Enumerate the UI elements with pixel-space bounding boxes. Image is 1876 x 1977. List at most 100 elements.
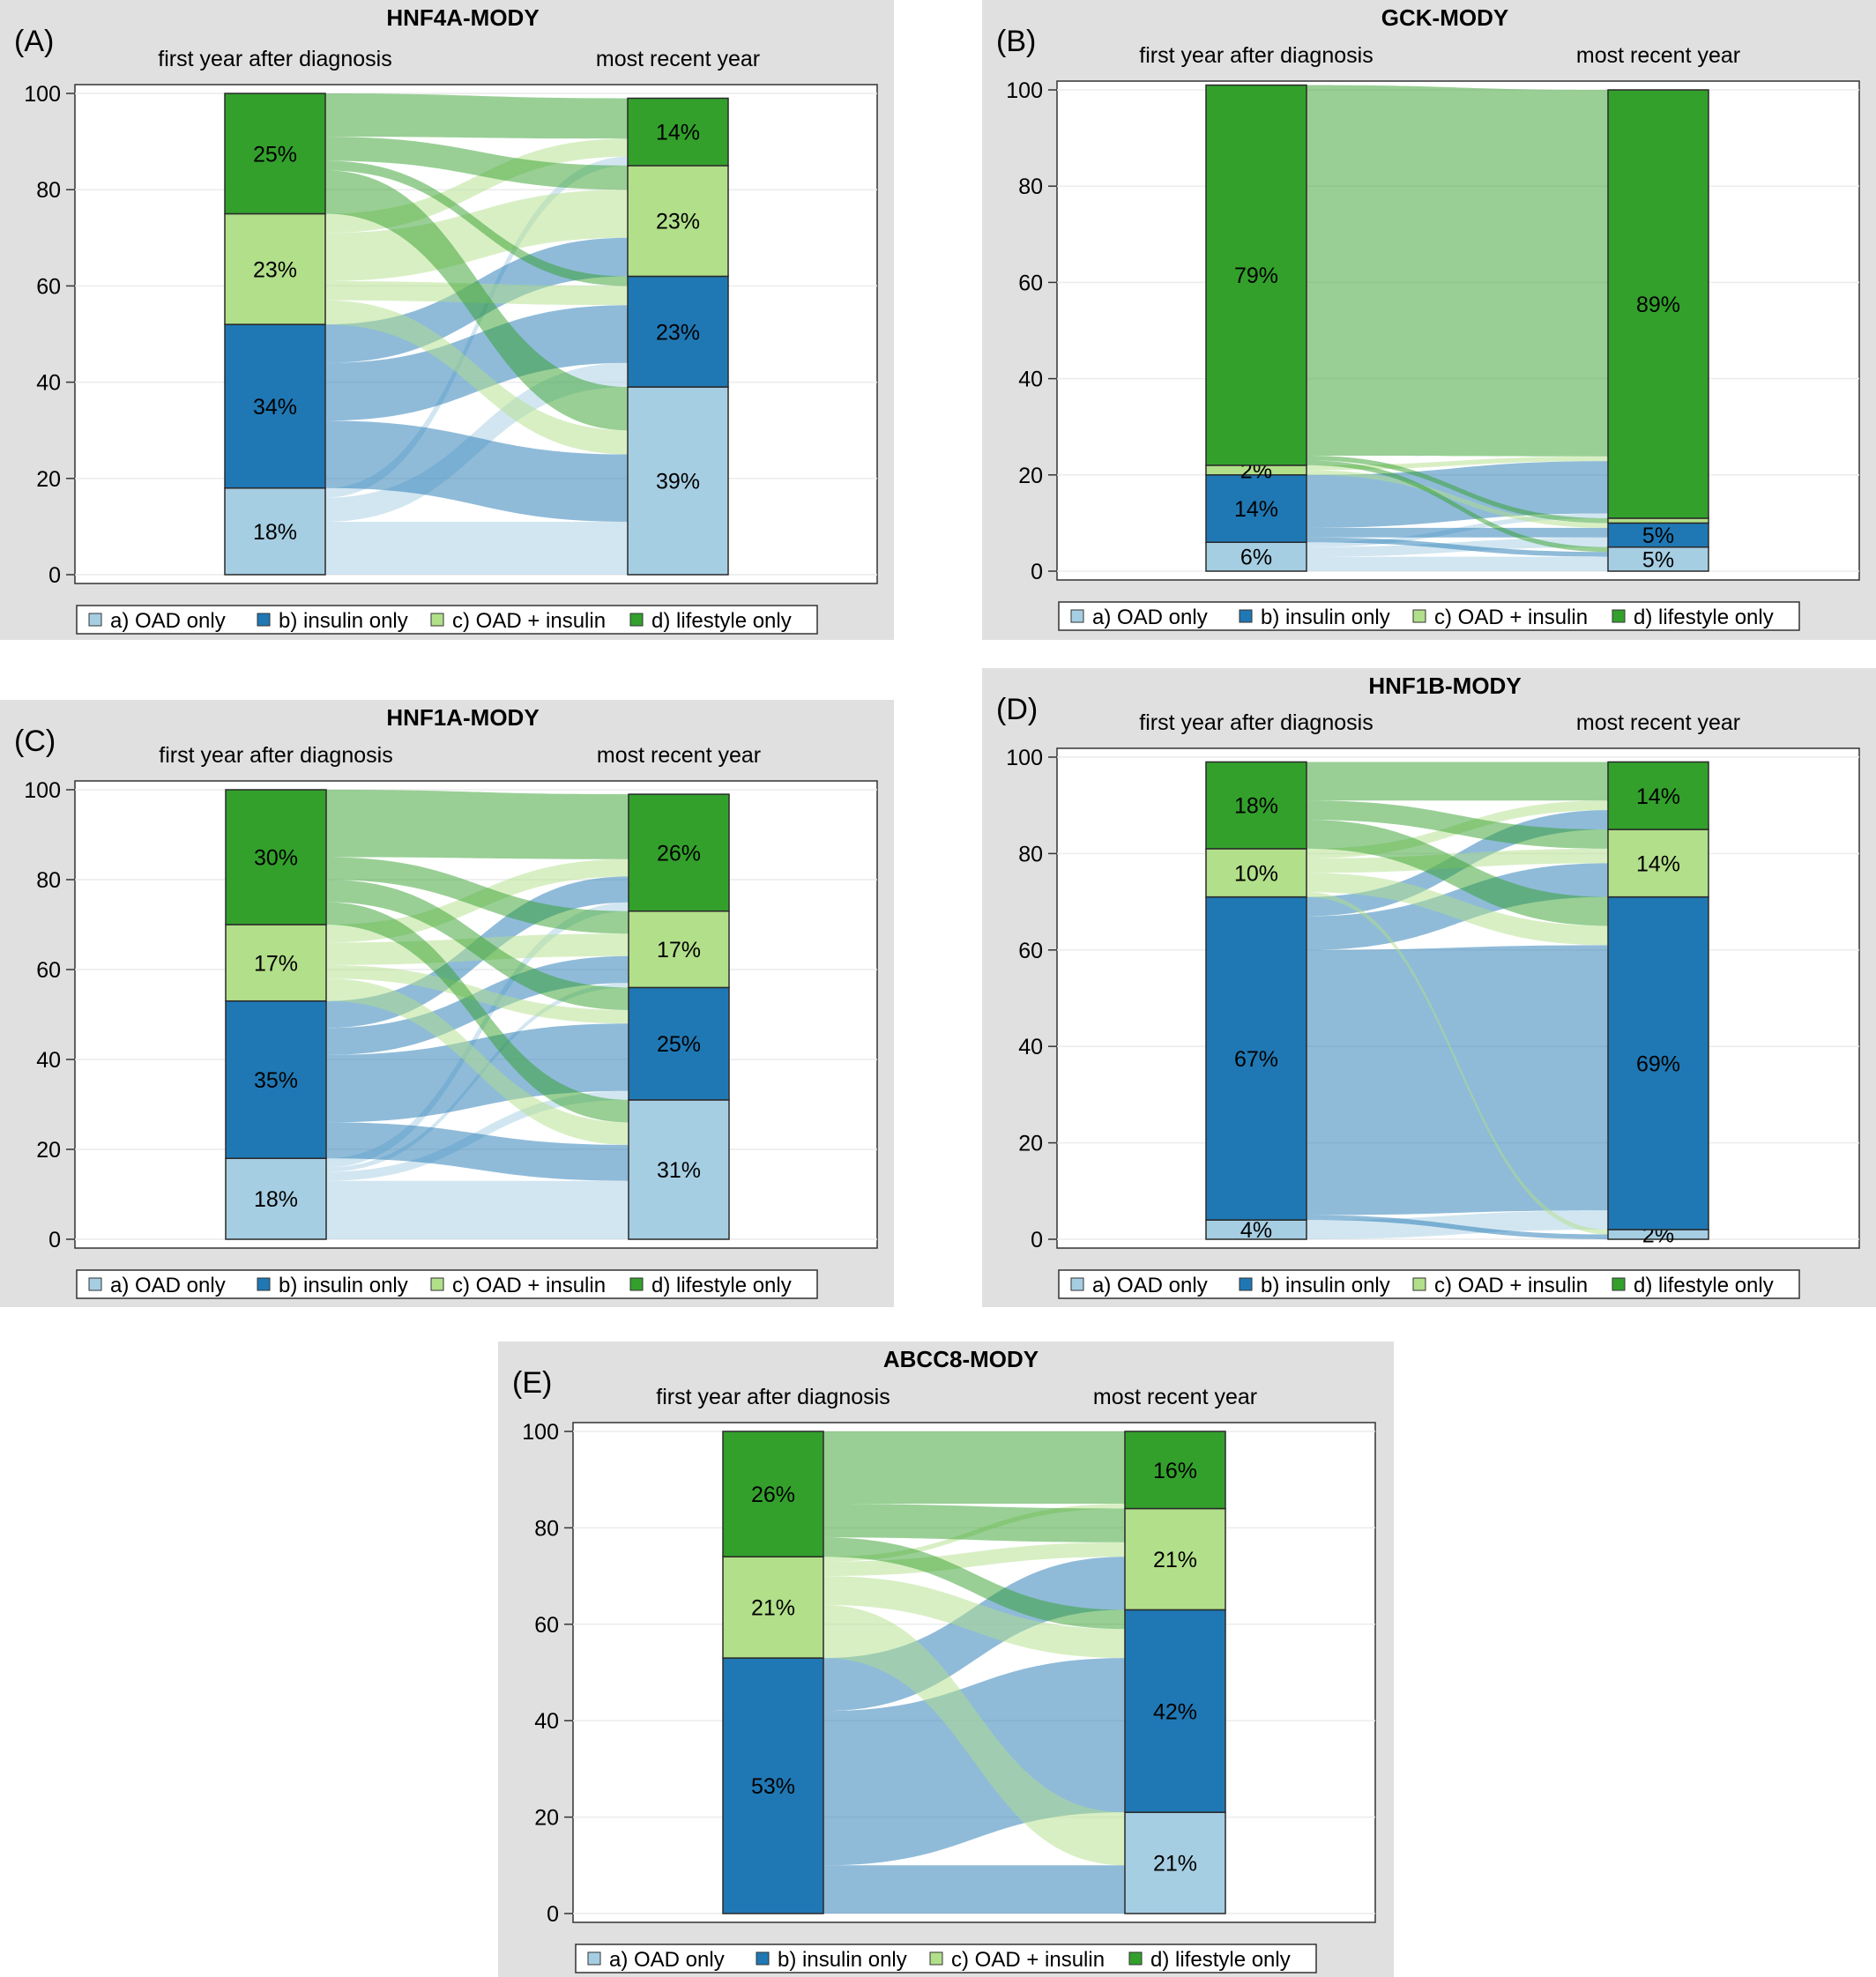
flow-lifestyle-to-oad-insulin [326,857,629,934]
legend-swatch-oad [1070,609,1084,623]
bar-recent-year-oad-insulin [627,165,729,278]
flow-insulin-to-insulin [1306,945,1608,1215]
legend-label-lifestyle: d) lifestyle only [1634,1274,1774,1297]
legend-swatch-lifestyle [1128,1951,1143,1966]
bar-first-year-oad [225,1157,327,1240]
flow-group [823,1431,1125,1914]
data-label: 4% [1240,1218,1272,1243]
data-label: 30% [254,846,298,871]
panel-label: (E) [512,1366,552,1400]
data-label: 25% [657,1032,701,1057]
data-label: 14% [1636,784,1680,809]
legend-swatch-oad-insulin [1412,1277,1426,1291]
legend-label-oad-insulin: c) OAD + insulin [452,609,606,633]
y-tick-label: 0 [1031,560,1043,584]
panel-label: (C) [14,725,56,758]
legend-box [1058,1269,1800,1299]
bar-first-year-insulin [1205,896,1307,1221]
legend-label-insulin: b) insulin only [279,609,408,633]
panel-label: (D) [996,693,1038,726]
flow-lifestyle-to-oad-insulin [325,137,628,190]
bar-recent-year-insulin [627,275,729,388]
legend-swatch-lifestyle [629,1277,644,1291]
legend-swatch-insulin [1239,609,1253,623]
panel-title: HNF1B-MODY [1368,673,1521,699]
bar-recent-year-oad [1607,546,1709,572]
legend-swatch-oad [88,1277,102,1291]
panel-c: (C) HNF1A-MODY first year after diagnosis m… [0,700,894,1307]
legend-label-oad: a) OAD only [1092,1274,1208,1297]
data-label: 14% [1234,497,1278,522]
legend-swatch-oad [1070,1277,1084,1291]
legend-swatch-lifestyle [1612,609,1626,623]
bar-first-year-oad [224,487,326,576]
flow-lifestyle-to-oad-insulin [823,1504,1125,1542]
y-tick-label: 20 [1018,464,1043,488]
legend-swatch-oad [88,613,102,627]
legend-swatch-lifestyle [1612,1277,1626,1291]
y-tick-label: 40 [1018,368,1043,392]
y-tick-label: 100 [24,778,61,803]
data-label: 18% [254,1187,298,1212]
flow-lifestyle-to-insulin [326,880,629,1010]
data-label: 21% [1153,1852,1197,1877]
flow-lifestyle-to-lifestyle [1306,85,1608,457]
bar-recent-year-lifestyle [627,97,729,167]
flow-oad-to-lifestyle [326,902,629,1168]
flow-oad-insulin-to-insulin [1306,873,1608,946]
data-label: 14% [656,121,700,145]
data-label: 26% [657,841,701,866]
y-tick-label: 60 [36,958,61,983]
legend: a) OAD only b) insulin only c) OAD + insul… [575,1944,1317,1973]
flow-oad-to-oad [326,1180,629,1239]
data-label: 35% [254,1068,298,1093]
bar-first-year-lifestyle [225,789,327,925]
flow-lifestyle-to-oad [326,902,629,1123]
bar-first-year-oad [1205,541,1307,572]
data-label: 26% [751,1483,795,1507]
y-tick-label: 100 [1006,78,1043,103]
data-label: 14% [1636,851,1680,876]
bar-recent-year-insulin [1607,896,1709,1230]
panel-label: (B) [996,25,1036,58]
bar-recent-year-oad [628,1099,730,1240]
flow-group [325,93,628,575]
legend-box [1058,601,1800,631]
column-header-recent-year: most recent year [1093,1385,1257,1409]
y-tick-label: 60 [534,1613,559,1638]
legend-swatch-oad-insulin [430,613,444,627]
legend: a) OAD only b) insulin only c) OAD + insul… [76,1269,818,1299]
data-label: 21% [751,1596,795,1621]
y-tick-label: 20 [36,467,61,492]
data-label: 18% [1234,794,1278,819]
legend-label-oad-insulin: c) OAD + insulin [452,1274,606,1297]
data-label: 6% [1240,546,1272,570]
flow-oad-insulin-to-oad [1306,892,1608,1235]
data-label: 89% [1636,293,1680,317]
legend-box [575,1944,1317,1973]
y-tick-label: 20 [36,1138,61,1163]
bar-recent-year-lifestyle [1607,761,1709,830]
flow-lifestyle-to-lifestyle [326,790,629,859]
bar-first-year-insulin [224,323,326,489]
panel-d: (D) HNF1B-MODY first year after diagnosis m… [982,668,1876,1307]
bar-first-year-lifestyle [722,1431,824,1557]
legend-swatch-oad [587,1951,601,1966]
flow-oad-insulin-to-oad-insulin [823,1542,1125,1577]
flow-oad-insulin-to-oad [326,978,629,1145]
bar-recent-year-oad-insulin [1607,517,1709,524]
flow-group [1306,85,1608,571]
flow-oad-insulin-to-insulin [823,1576,1125,1659]
data-label: 21% [1153,1548,1197,1572]
y-tick-label: 40 [1018,1035,1043,1059]
column-header-first-year: first year after diagnosis [159,743,392,768]
bar-recent-year-oad-insulin [628,910,730,989]
data-label: 67% [1234,1047,1278,1072]
legend-label-oad-insulin: c) OAD + insulin [951,1948,1105,1972]
y-tick-label: 80 [1018,175,1043,199]
y-tick-label: 60 [36,274,61,299]
legend-label-insulin: b) insulin only [1261,1274,1390,1297]
flow-oad-insulin-to-oad [325,300,628,455]
bar-first-year-lifestyle [224,93,326,215]
legend: a) OAD only b) insulin only c) OAD + insul… [1058,601,1800,631]
